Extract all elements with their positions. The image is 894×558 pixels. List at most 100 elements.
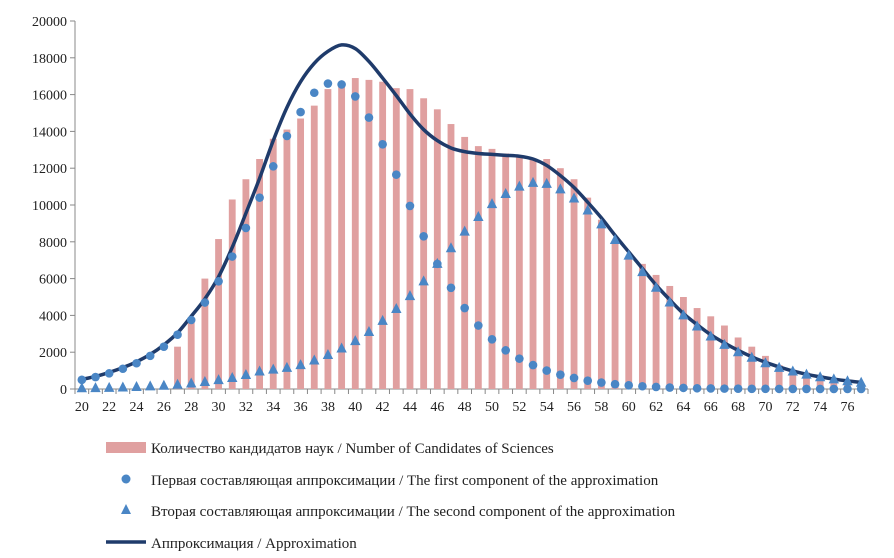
triangle-point — [555, 183, 566, 194]
bar — [201, 278, 209, 389]
bar — [652, 274, 660, 389]
triangle-point — [582, 204, 593, 215]
x-tick-label: 46 — [430, 400, 444, 415]
bar — [803, 372, 810, 389]
legend-triangle-marker — [121, 504, 131, 514]
x-tick-label: 20 — [75, 400, 89, 415]
y-tick-label: 16000 — [32, 89, 67, 104]
circle-point — [104, 369, 114, 378]
circle-point — [583, 376, 593, 386]
triangle-point — [473, 210, 484, 221]
x-tick-label: 48 — [458, 400, 472, 415]
x-tick-label: 32 — [239, 400, 253, 415]
bar — [365, 79, 373, 389]
triangle-point — [363, 325, 375, 336]
triangle-point — [281, 361, 293, 372]
x-tick-label: 24 — [130, 400, 144, 415]
circle-point — [214, 277, 223, 286]
legend-bar-label: Количество кандидатов наук / Number of C… — [151, 441, 554, 457]
triangle-point — [486, 198, 498, 209]
circle-point — [474, 321, 483, 330]
x-tick-label: 62 — [649, 400, 663, 415]
legend: Количество кандидатов наук / Number of C… — [106, 441, 676, 552]
circle-point — [186, 315, 196, 325]
triangle-point — [787, 365, 799, 376]
circle-point — [761, 384, 770, 394]
triangle-point — [103, 381, 115, 392]
bar — [734, 337, 742, 389]
x-tick-label: 52 — [512, 400, 526, 415]
legend-circle-marker — [121, 474, 131, 484]
bar — [433, 109, 441, 389]
circle-point — [501, 346, 510, 355]
bar — [693, 308, 701, 389]
circle-point — [77, 375, 87, 385]
triangle-point — [295, 359, 306, 370]
triangle-point — [773, 361, 785, 372]
triangle-point — [227, 371, 238, 382]
circle-point — [528, 360, 538, 370]
x-tick-label: 28 — [184, 400, 198, 415]
circle-point — [118, 364, 128, 374]
bar — [789, 369, 797, 389]
circle-point — [569, 373, 579, 383]
circle-point — [145, 351, 155, 361]
triangle-point — [801, 368, 812, 379]
triangle-point — [199, 376, 211, 387]
triangle-point — [309, 354, 320, 365]
x-tick-label: 70 — [758, 400, 772, 415]
bar — [283, 129, 291, 389]
circle-point — [692, 383, 702, 393]
line-series — [81, 43, 862, 385]
circle-point — [788, 384, 798, 394]
circle-point — [679, 383, 688, 393]
circle-point — [665, 383, 675, 392]
circle-point — [282, 131, 292, 141]
triangle-point — [678, 309, 689, 320]
bar — [338, 81, 346, 389]
circle-series — [77, 79, 866, 394]
triangle-point — [596, 218, 607, 229]
triangle-point — [186, 377, 197, 388]
circle-point — [91, 372, 100, 382]
circle-point — [638, 381, 647, 391]
x-tick-label: 58 — [594, 400, 608, 415]
circle-point — [159, 342, 169, 351]
x-tick-label: 72 — [786, 400, 800, 415]
y-tick-label: 12000 — [32, 162, 67, 177]
triangle-point — [144, 380, 156, 391]
bar — [830, 378, 838, 389]
x-tick-label: 30 — [212, 400, 226, 415]
circle-point — [460, 303, 469, 313]
x-tick-label: 56 — [567, 400, 581, 415]
triangle-point — [664, 296, 675, 307]
bar — [775, 365, 783, 389]
triangle-point — [623, 249, 634, 260]
circle-point — [255, 193, 264, 202]
triangle-point — [650, 281, 662, 292]
circle-point — [405, 201, 415, 211]
circle-point — [515, 354, 524, 363]
circle-point — [241, 223, 251, 233]
triangle-point — [172, 378, 183, 389]
triangle-point — [527, 176, 539, 187]
triangle-point — [350, 335, 361, 346]
x-tick-label: 76 — [840, 400, 854, 415]
bar — [488, 148, 496, 389]
circle-point — [706, 384, 716, 393]
bar — [762, 355, 769, 389]
circle-point — [624, 381, 634, 390]
bar — [310, 105, 318, 389]
bar — [680, 297, 687, 389]
bar — [174, 346, 181, 389]
circle-point — [747, 384, 757, 394]
triangle-point — [828, 373, 840, 384]
x-tick-label: 34 — [266, 400, 280, 415]
y-tick-label: 4000 — [39, 309, 67, 324]
triangle-point — [855, 376, 867, 387]
triangle-point — [268, 363, 279, 374]
circle-point — [392, 170, 401, 179]
bar — [187, 320, 195, 389]
triangle-point — [418, 275, 429, 286]
